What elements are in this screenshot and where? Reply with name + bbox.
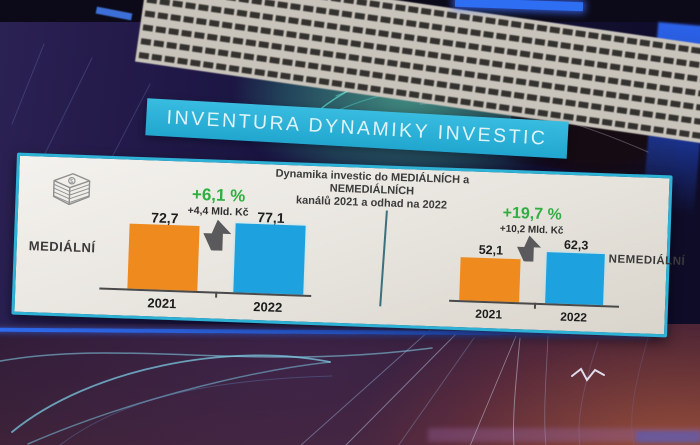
axis-tick-medialni <box>215 291 218 298</box>
axis-tick-nemedialni <box>533 302 537 309</box>
group-label-medialni: MEDIÁLNÍ <box>28 238 96 256</box>
block-arrow-up-icon <box>203 219 232 251</box>
bar-2022-nemedialni <box>545 252 605 306</box>
subtitle-line1: Dynamika investic do MEDIÁLNÍCH a NEMEDI… <box>275 167 470 198</box>
change-percent-nemedialni: +19,7 % <box>502 204 563 224</box>
change-absolute-nemedialni: +10,2 Mld. Kč <box>499 223 564 237</box>
year-label-2022-nemedialni: 2022 <box>560 309 588 325</box>
year-label-2021-nemedialni: 2021 <box>475 306 503 322</box>
subtitle-line2: kanálů 2021 a odhad na 2022 <box>295 194 448 212</box>
banknote-stack-icon: $ <box>52 173 91 206</box>
screen-bottom-area <box>0 324 700 445</box>
bar-value-2022-nemedialni: 62,3 <box>563 237 589 253</box>
bottom-blue-band <box>636 431 700 443</box>
bottom-purple-band <box>428 428 700 442</box>
chart-card: $ Dynamika investic do MEDIÁLNÍCH a NEME… <box>11 152 685 338</box>
bar-2022-medialni <box>233 223 306 295</box>
bar-2021-medialni <box>127 223 200 291</box>
chart-subtitle: Dynamika investic do MEDIÁLNÍCH a NEMEDI… <box>232 166 511 215</box>
bar-value-2021-nemedialni: 52,1 <box>478 242 504 258</box>
group-label-nemedialni: NEMEDIÁLNÍ <box>608 253 686 268</box>
chart-divider-line <box>379 210 388 307</box>
bar-2021-nemedialni <box>459 257 521 303</box>
year-label-2022-medialni: 2022 <box>253 298 283 315</box>
svg-text:$: $ <box>70 179 74 185</box>
year-label-2021-medialni: 2021 <box>147 295 177 312</box>
